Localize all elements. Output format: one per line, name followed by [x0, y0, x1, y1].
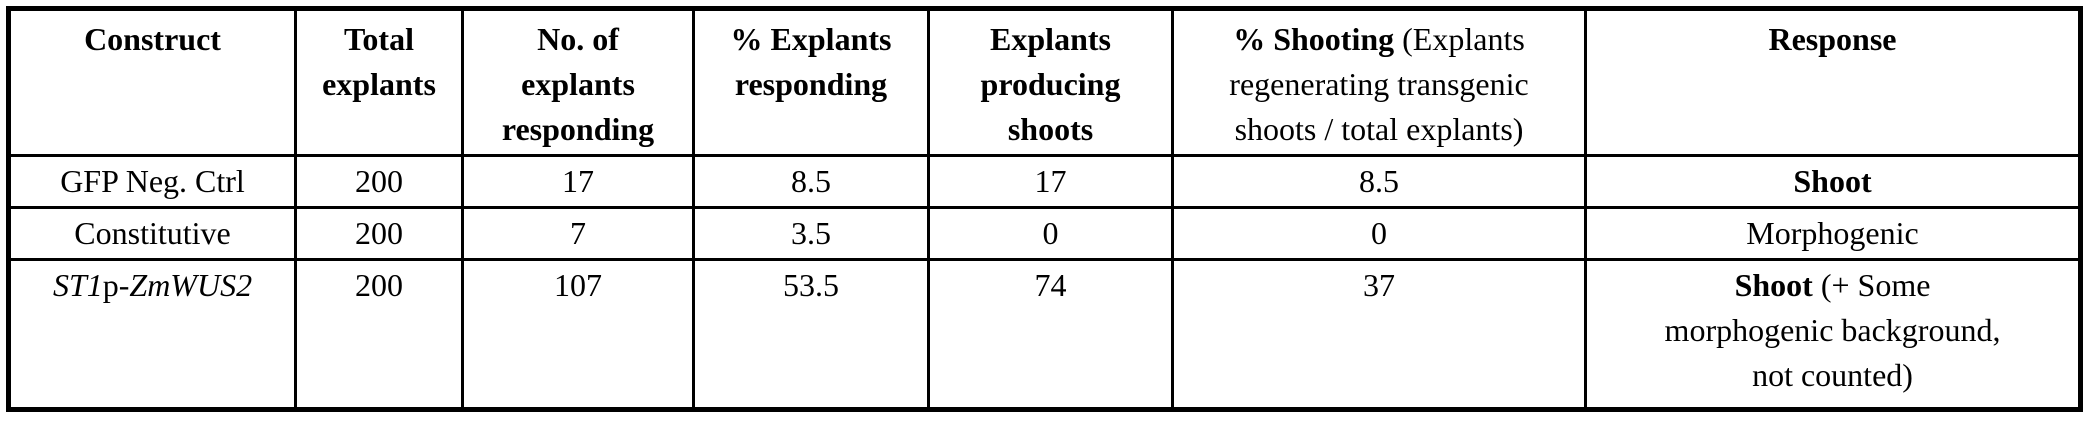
no-responding-cell: 107	[461, 258, 695, 411]
pct-shooting-cell: 8.5	[1171, 154, 1587, 209]
col-header-response: Response	[1584, 7, 2082, 157]
table-row-gfp-neg-ctrl: GFP Neg. Ctrl 200 17 8.5 17 8.5 Shoot	[7, 154, 2082, 209]
pct-shooting-description: (Explants regenerating transgenic shoots…	[1229, 21, 1529, 147]
producing-shoots-cell: 74	[927, 258, 1174, 411]
no-responding-cell: 7	[461, 206, 695, 261]
col-header-total-explants: Total explants	[294, 7, 464, 157]
total-explants-cell: 200	[294, 154, 464, 209]
response-bold-text: Shoot	[1734, 267, 1813, 303]
col-header-explants-producing-shoots: Explants producing shoots	[927, 7, 1174, 157]
col-header-construct: Construct	[7, 7, 297, 157]
response-normal-text: Morphogenic	[1746, 215, 1919, 251]
construct-cell: ST1p-ZmWUS2	[7, 258, 297, 411]
gene-name-plain: p-	[102, 267, 130, 303]
producing-shoots-cell: 17	[927, 154, 1174, 209]
header-row: Construct Total explants No. of explants…	[7, 7, 2082, 157]
response-normal-text: (+ Some morphogenic background, not coun…	[1664, 267, 2001, 393]
pct-shooting-cell: 37	[1171, 258, 1587, 411]
pct-responding-cell: 8.5	[692, 154, 930, 209]
producing-shoots-cell: 0	[927, 206, 1174, 261]
response-bold-text: Shoot	[1793, 163, 1872, 199]
response-text-block: Shoot (+ Some morphogenic background, no…	[1658, 263, 2008, 398]
gene-name-italic: ST1	[52, 267, 103, 303]
pct-shooting-bold-label: % Shooting	[1233, 21, 1395, 57]
total-explants-cell: 200	[294, 258, 464, 411]
gene-name-italic: ZmWUS2	[129, 267, 253, 303]
table-row-constitutive: Constitutive 200 7 3.5 0 0 Morphogenic	[7, 206, 2082, 261]
pct-responding-cell: 53.5	[692, 258, 930, 411]
pct-responding-cell: 3.5	[692, 206, 930, 261]
pct-shooting-header-text: % Shooting (Explants regenerating transg…	[1193, 17, 1565, 152]
total-explants-cell: 200	[294, 206, 464, 261]
construct-cell: GFP Neg. Ctrl	[7, 154, 297, 209]
response-cell: Shoot (+ Some morphogenic background, no…	[1584, 258, 2082, 411]
response-cell: Shoot	[1584, 154, 2082, 209]
col-header-no-explants-responding: No. of explants responding	[461, 7, 695, 157]
no-responding-cell: 17	[461, 154, 695, 209]
table-row-st1p-zmwus2: ST1p-ZmWUS2 200 107 53.5 74 37 Shoot (+ …	[7, 258, 2082, 411]
construct-cell: Constitutive	[7, 206, 297, 261]
response-cell: Morphogenic	[1584, 206, 2082, 261]
pct-shooting-cell: 0	[1171, 206, 1587, 261]
col-header-pct-explants-responding: % Explants responding	[692, 7, 930, 157]
results-table: Construct Total explants No. of explants…	[6, 6, 2083, 412]
col-header-pct-shooting: % Shooting (Explants regenerating transg…	[1171, 7, 1587, 157]
